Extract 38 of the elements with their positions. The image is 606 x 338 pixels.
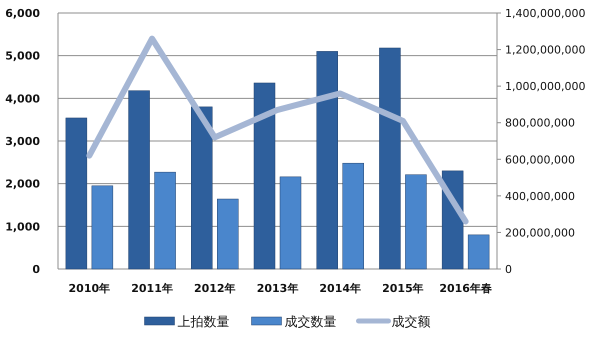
y2-tick-label: 1,400,000,000 [505,7,586,20]
y-tick-label: 0 [32,263,40,276]
legend-label: 成交数量 [284,314,336,330]
y2-tick-label: 1,200,000,000 [505,44,586,57]
bar [379,48,401,270]
y2-tick-label: 0 [505,263,512,276]
bar [254,82,276,270]
bar [154,172,176,270]
bar [66,118,88,270]
y2-tick-label: 400,000,000 [505,190,575,203]
legend-label: 上拍数量 [178,315,230,330]
bar [468,234,490,270]
bar [405,174,427,270]
bar [92,186,114,270]
x-tick-label: 2012年 [194,282,236,295]
bar [128,90,150,270]
y2-tick-label: 200,000,000 [505,226,575,240]
x-tick-label: 2015年 [382,282,424,295]
y-tick-label: 1,000 [5,220,40,234]
bar [217,198,239,270]
y-tick-label: 3,000 [5,135,40,148]
bar [342,162,364,270]
y2-tick-label: 1,000,000,000 [505,80,586,94]
y-tick-label: 5,000 [5,50,40,63]
x-tick-label: 2013年 [256,282,298,295]
y-tick-label: 4,000 [5,92,40,106]
x-tick-label: 2014年 [319,282,362,295]
x-tick-label: 2011年 [131,282,173,295]
x-tick-label: 2016年春 [439,282,492,295]
bar [316,51,338,270]
bar [191,106,213,270]
y2-tick-label: 800,000,000 [505,116,575,130]
legend-label: 成交额 [392,314,430,330]
x-tick-label: 2010年 [68,282,110,295]
y-tick-label: 2,000 [5,178,40,191]
bar [280,176,302,270]
y2-tick-label: 600,000,000 [505,153,575,166]
y-tick-label: 6,000 [5,7,40,20]
